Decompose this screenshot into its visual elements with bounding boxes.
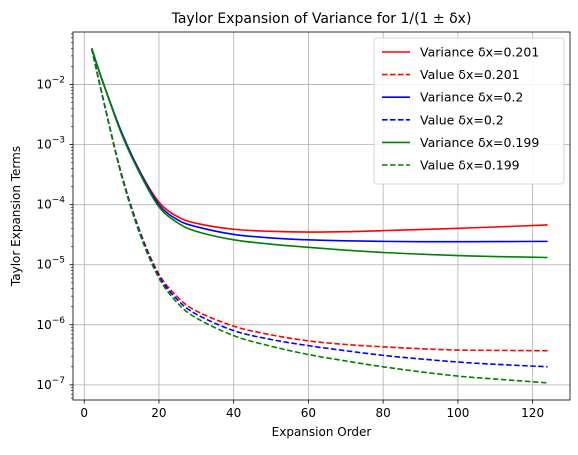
legend-label: Variance δx=0.199 bbox=[420, 135, 539, 150]
x-tick-label: 120 bbox=[521, 406, 544, 420]
series-layer bbox=[90, 48, 548, 384]
x-axis-label: Expansion Order bbox=[272, 425, 372, 439]
legend-label: Value δx=0.199 bbox=[420, 158, 520, 173]
legend-label: Value δx=0.201 bbox=[420, 67, 520, 82]
y-tick-label: 10−2 bbox=[36, 76, 65, 92]
x-tick-label: 40 bbox=[226, 406, 241, 420]
y-tick-label: 10−6 bbox=[36, 316, 65, 332]
x-tick-label: 80 bbox=[376, 406, 391, 420]
legend-label: Value δx=0.2 bbox=[420, 112, 504, 127]
chart-title: Taylor Expansion of Variance for 1/(1 ± … bbox=[171, 11, 472, 27]
x-axis: 0 20 40 60 80 100 120 bbox=[80, 400, 544, 420]
y-tick-label: 10−3 bbox=[36, 136, 65, 152]
x-tick-label: 60 bbox=[301, 406, 316, 420]
legend-label: Variance δx=0.2 bbox=[420, 90, 523, 105]
y-tick-label: 10−4 bbox=[36, 196, 65, 212]
y-tick-label: 10−5 bbox=[36, 256, 65, 272]
x-tick-label: 0 bbox=[80, 406, 88, 420]
legend-box bbox=[373, 37, 565, 185]
series-line bbox=[90, 48, 548, 384]
x-tick-label: 100 bbox=[446, 406, 469, 420]
y-axis-label: Taylor Expansion Terms bbox=[9, 146, 23, 287]
x-tick-label: 20 bbox=[151, 406, 166, 420]
legend-label: Variance δx=0.201 bbox=[420, 45, 539, 60]
series-line bbox=[90, 48, 548, 259]
legend: Variance δx=0.201 Value δx=0.201 Variance … bbox=[373, 37, 565, 185]
plot-frame bbox=[72, 31, 571, 401]
y-axis: 10−7 10−6 10−5 10−4 10−3 10−2 bbox=[36, 33, 73, 399]
y-tick-label: 10−7 bbox=[36, 376, 65, 392]
